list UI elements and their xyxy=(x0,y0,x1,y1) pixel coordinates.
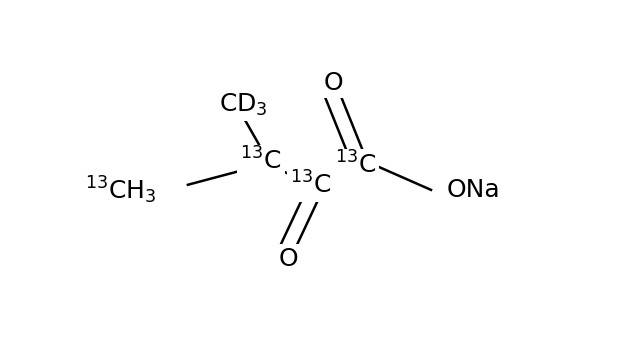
Text: ONa: ONa xyxy=(447,178,500,202)
Text: $^{13}$CH$_3$: $^{13}$CH$_3$ xyxy=(85,175,157,206)
Text: O: O xyxy=(278,247,298,271)
Text: $^{13}$C: $^{13}$C xyxy=(290,172,332,199)
Text: CD$_3$: CD$_3$ xyxy=(220,92,268,118)
Text: $^{13}$C: $^{13}$C xyxy=(241,148,282,175)
Text: O: O xyxy=(323,71,343,95)
Text: $^{13}$C: $^{13}$C xyxy=(335,152,376,179)
